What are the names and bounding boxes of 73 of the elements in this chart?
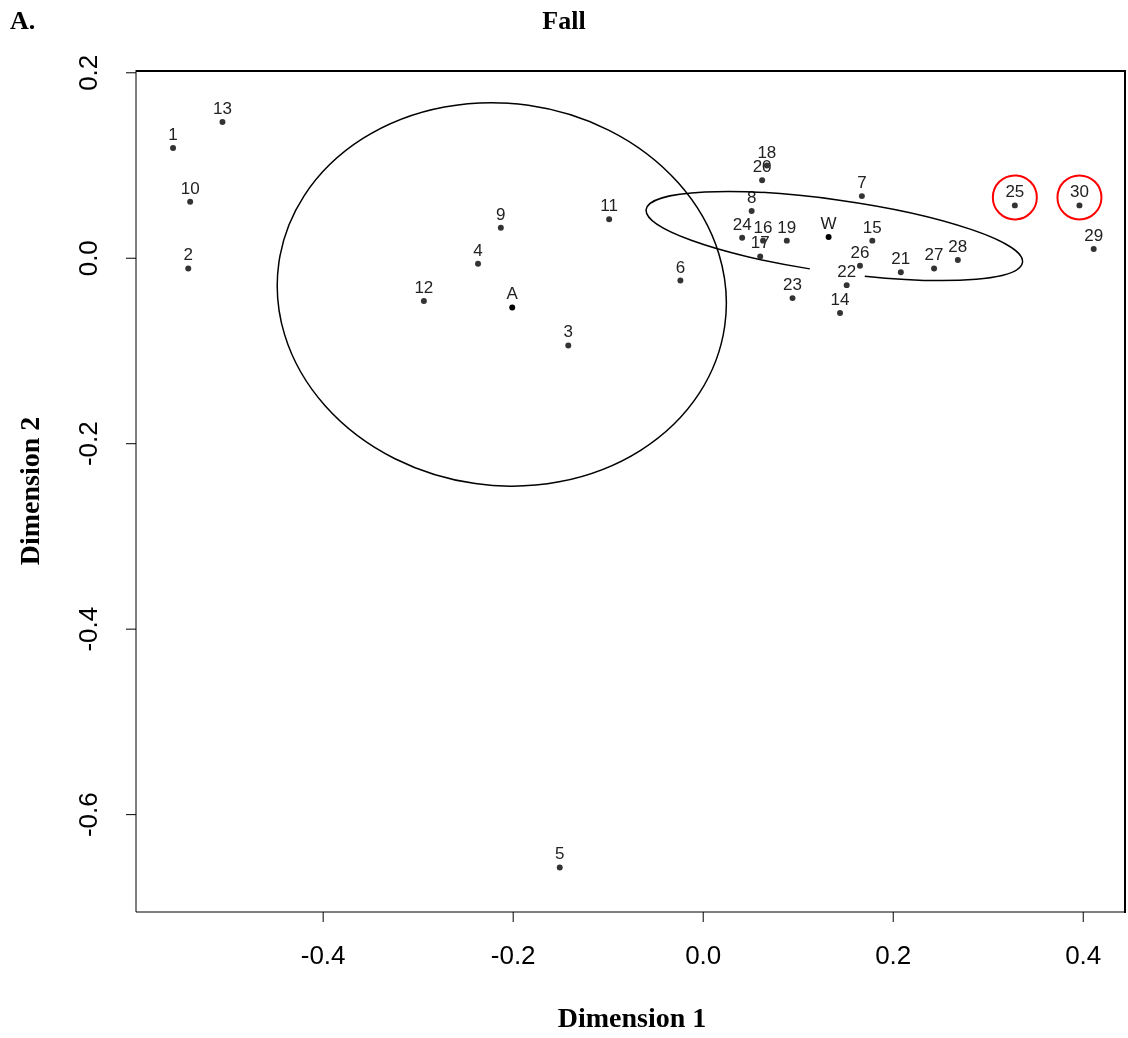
point [565, 342, 572, 349]
point [869, 237, 876, 244]
annotation: 15 [862, 217, 882, 237]
x-tick-label: 0.4 [1065, 940, 1102, 971]
point [475, 260, 482, 267]
point [170, 144, 177, 151]
annotation: 14 [830, 289, 850, 309]
annotation: 1 [168, 124, 178, 144]
x-tick-label: 0.2 [875, 940, 912, 971]
x-tick-label: 0.0 [685, 940, 722, 971]
annotation: 13 [213, 98, 232, 118]
annotation: 30 [1069, 182, 1089, 202]
annotation: A [506, 284, 519, 304]
annotation: 20 [752, 157, 772, 177]
annotation: 9 [496, 204, 506, 224]
point [606, 216, 613, 223]
point [185, 265, 192, 272]
annotation: 6 [675, 257, 686, 277]
point [1011, 202, 1018, 209]
point [677, 277, 684, 284]
annotation: 27 [924, 245, 944, 265]
point [789, 295, 796, 302]
point [219, 118, 226, 125]
point [757, 253, 764, 260]
annotation: 10 [180, 178, 200, 198]
point [420, 297, 427, 304]
point [783, 237, 790, 244]
y-tick-label: -0.4 [73, 606, 103, 652]
y-tick-label: 0.0 [73, 240, 103, 277]
annotation: 11 [600, 196, 618, 216]
point [825, 233, 832, 240]
point [897, 269, 904, 276]
annotation: 7 [857, 173, 867, 193]
annotation: 12 [414, 277, 434, 297]
chart-title: Fall [542, 6, 586, 35]
annotation: W [820, 213, 837, 233]
point [739, 234, 746, 241]
annotation: 2 [183, 245, 193, 265]
annotation: 26 [850, 242, 870, 262]
point [954, 257, 961, 264]
annotation: 3 [563, 322, 574, 342]
point [187, 198, 194, 205]
point [931, 265, 938, 272]
point [858, 193, 865, 200]
annotation: 21 [891, 249, 911, 269]
annotation: 19 [777, 217, 797, 237]
y-tick-label: -0.6 [73, 792, 103, 838]
annotation: 24 [732, 214, 752, 234]
x-axis-title: Dimension 1 [557, 1002, 707, 1033]
point [748, 207, 755, 214]
point [1076, 202, 1083, 209]
point [509, 304, 516, 311]
x-tick-label: -0.2 [490, 940, 536, 971]
annotation: 23 [783, 275, 802, 295]
point [843, 282, 850, 289]
annotation: 22 [837, 262, 857, 282]
annotation: 4 [473, 240, 483, 260]
point [497, 224, 504, 231]
annotation: 29 [1084, 225, 1104, 245]
y-tick-label: 0.2 [73, 54, 103, 91]
point [856, 262, 863, 269]
annotation: 8 [746, 187, 757, 207]
y-tick-label: -0.2 [73, 421, 103, 467]
point [556, 864, 563, 871]
point [1090, 245, 1097, 252]
y-axis-title: Dimension 2 [14, 416, 45, 566]
x-tick-label: -0.4 [300, 940, 346, 971]
annotation: 25 [1005, 182, 1025, 202]
point [837, 309, 844, 316]
text: A. [10, 6, 36, 35]
point [759, 177, 766, 184]
annotation: 28 [948, 237, 968, 257]
annotation: 5 [555, 844, 565, 864]
